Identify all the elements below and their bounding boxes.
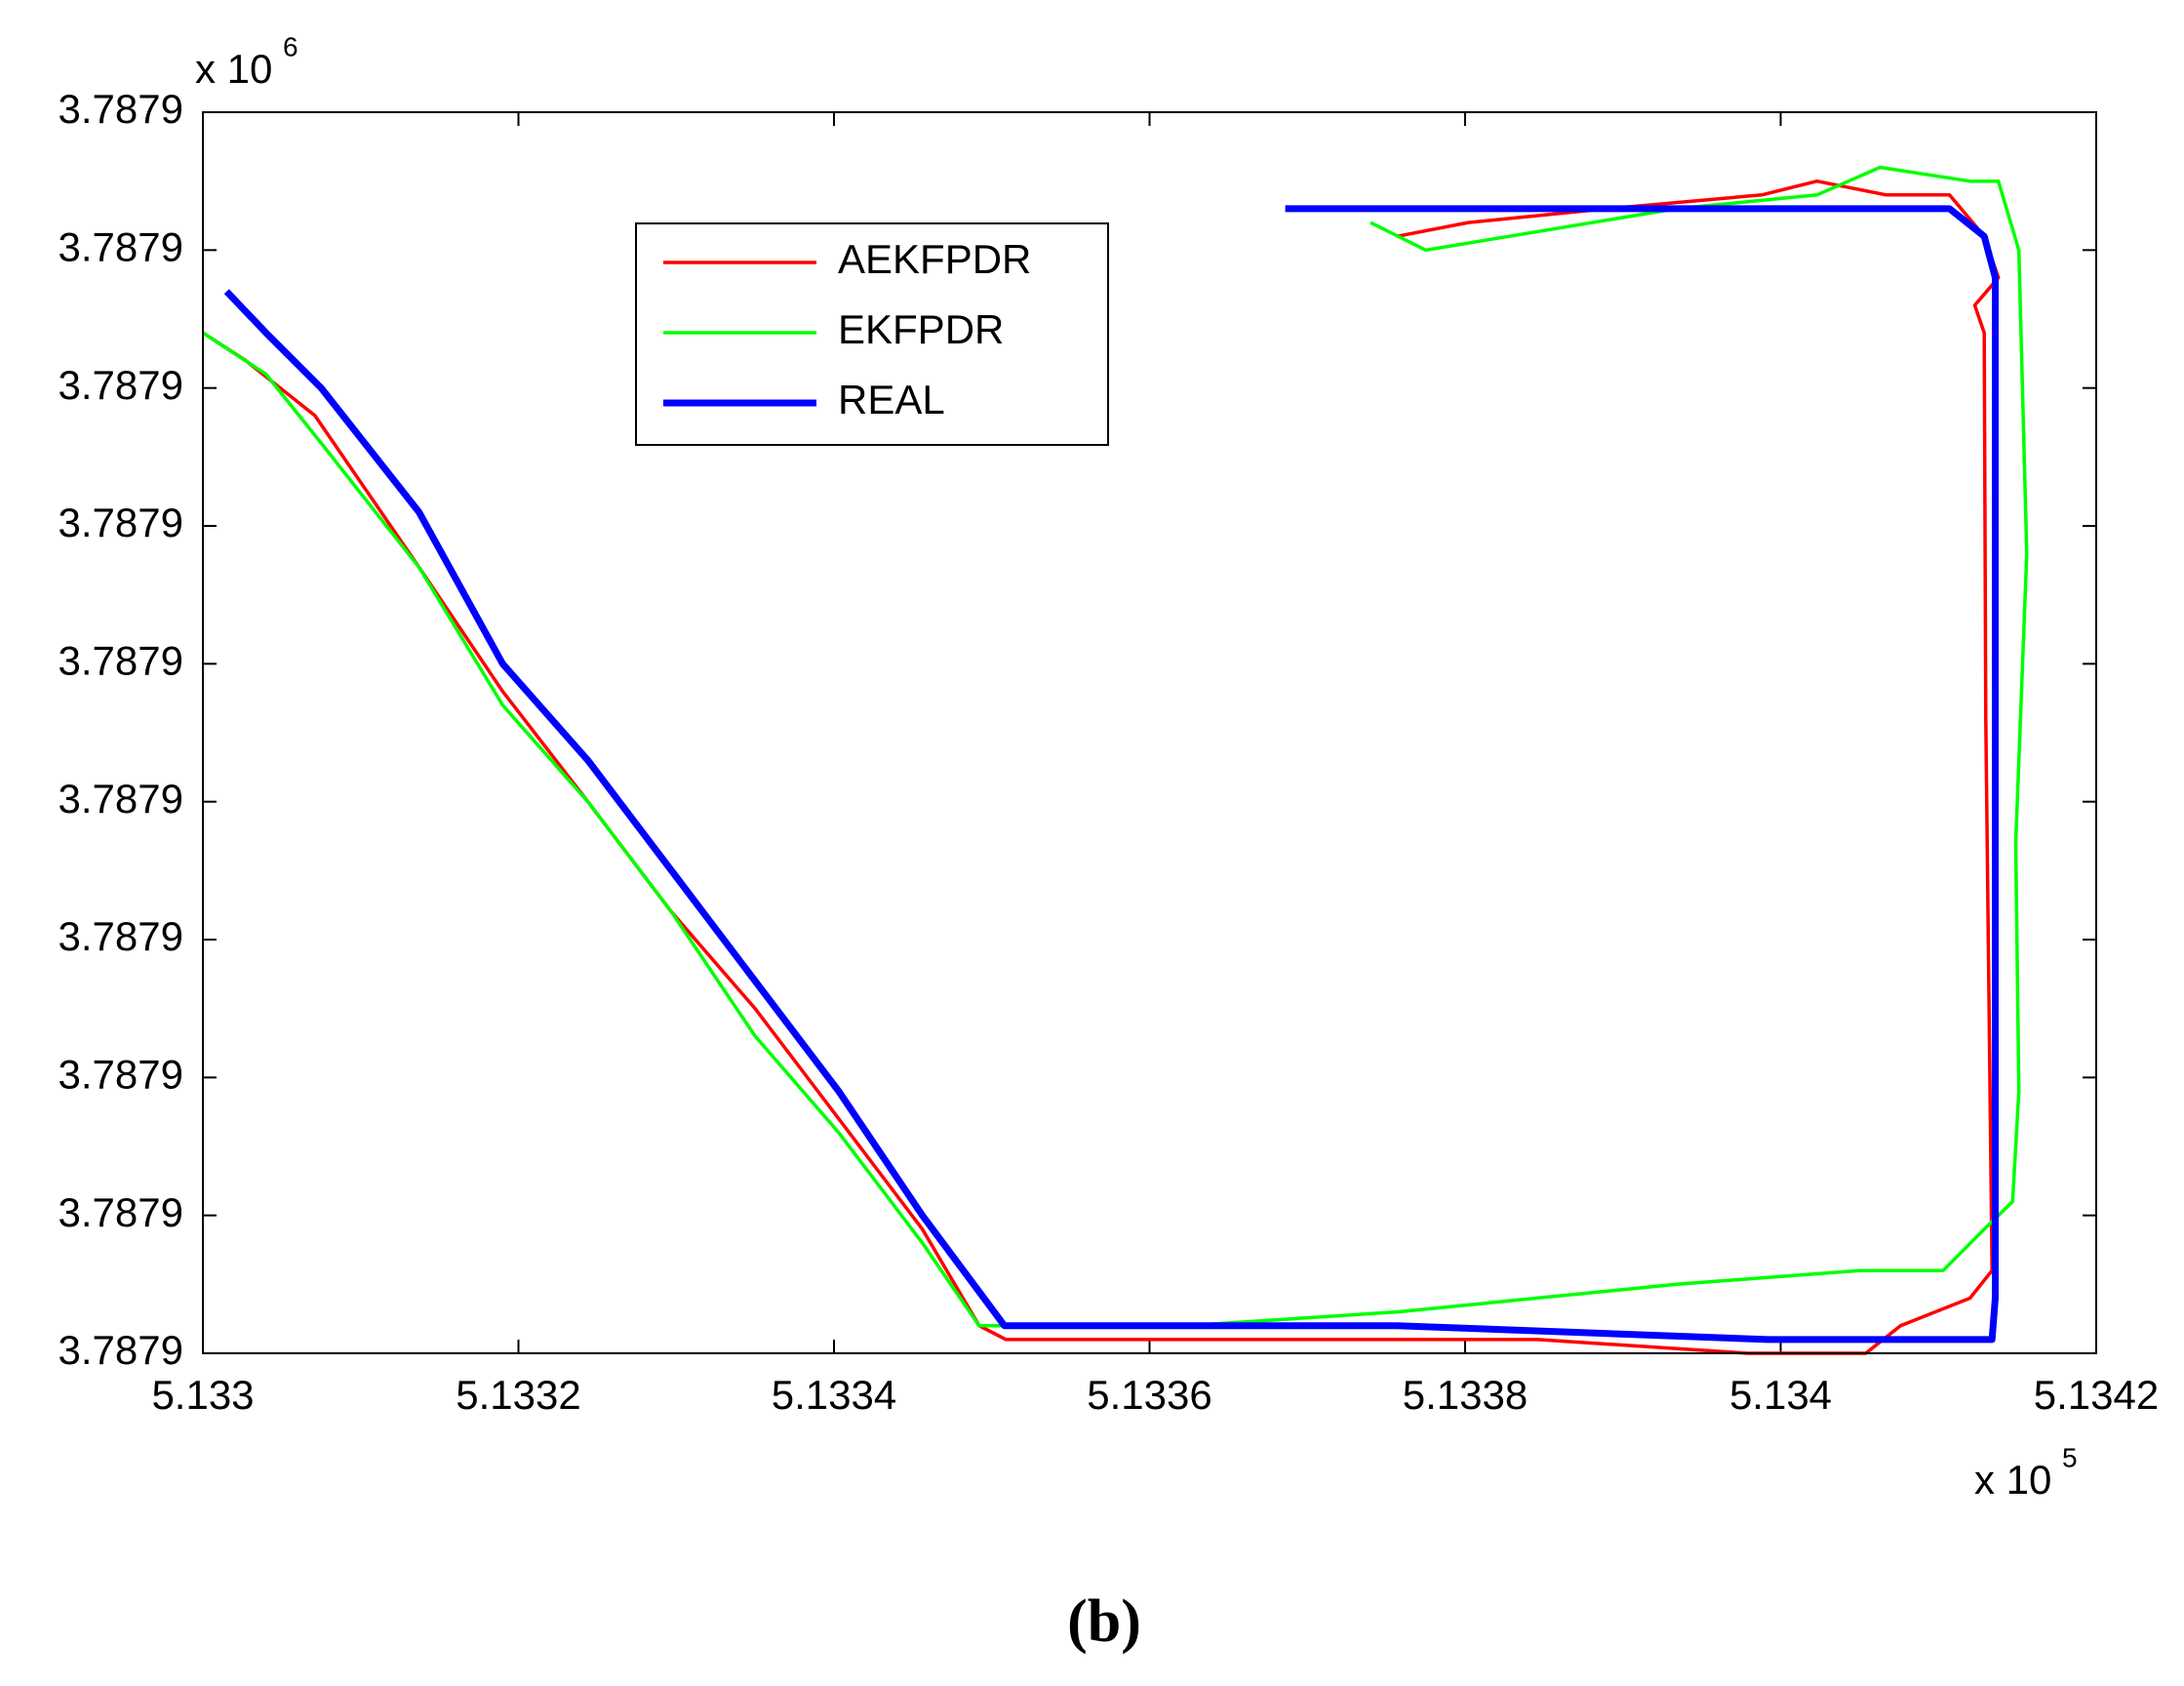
x-tick-label: 5.134 <box>1729 1372 1832 1418</box>
y-scale-exponent: 6 <box>283 31 298 61</box>
x-tick-label: 5.133 <box>151 1372 254 1418</box>
plot-frame <box>202 111 2097 1354</box>
x-tick-label: 5.1334 <box>772 1372 896 1418</box>
x-tick-label: 5.1338 <box>1403 1372 1528 1418</box>
y-tick-label: 3.7879 <box>59 223 183 269</box>
x-tick-label: 5.1332 <box>456 1372 580 1418</box>
y-tick-label: 3.7879 <box>59 776 183 822</box>
legend-label: REAL <box>838 377 945 422</box>
y-tick-label: 3.7879 <box>59 86 183 132</box>
y-tick-label: 3.7879 <box>59 500 183 545</box>
y-tick-label: 3.7879 <box>59 1051 183 1097</box>
y-scale-base: x 10 <box>195 46 272 92</box>
y-tick-label: 3.7879 <box>59 362 183 408</box>
x-tick-label: 5.1342 <box>2034 1372 2159 1418</box>
caption: (b) <box>1067 1588 1141 1655</box>
x-scale-exponent: 5 <box>2062 1442 2078 1472</box>
x-tick-label: 5.1336 <box>1087 1372 1211 1418</box>
y-tick-label: 3.7879 <box>59 913 183 959</box>
legend-label: AEKFPDR <box>838 236 1031 282</box>
series-line <box>223 205 1999 1344</box>
series-line <box>202 165 2029 1328</box>
y-tick-label: 3.7879 <box>59 637 183 683</box>
y-tick-label: 3.7879 <box>59 1327 183 1373</box>
legend-label: EKFPDR <box>838 306 1004 352</box>
x-scale-base: x 10 <box>1974 1457 2051 1503</box>
y-tick-label: 3.7879 <box>59 1189 183 1235</box>
